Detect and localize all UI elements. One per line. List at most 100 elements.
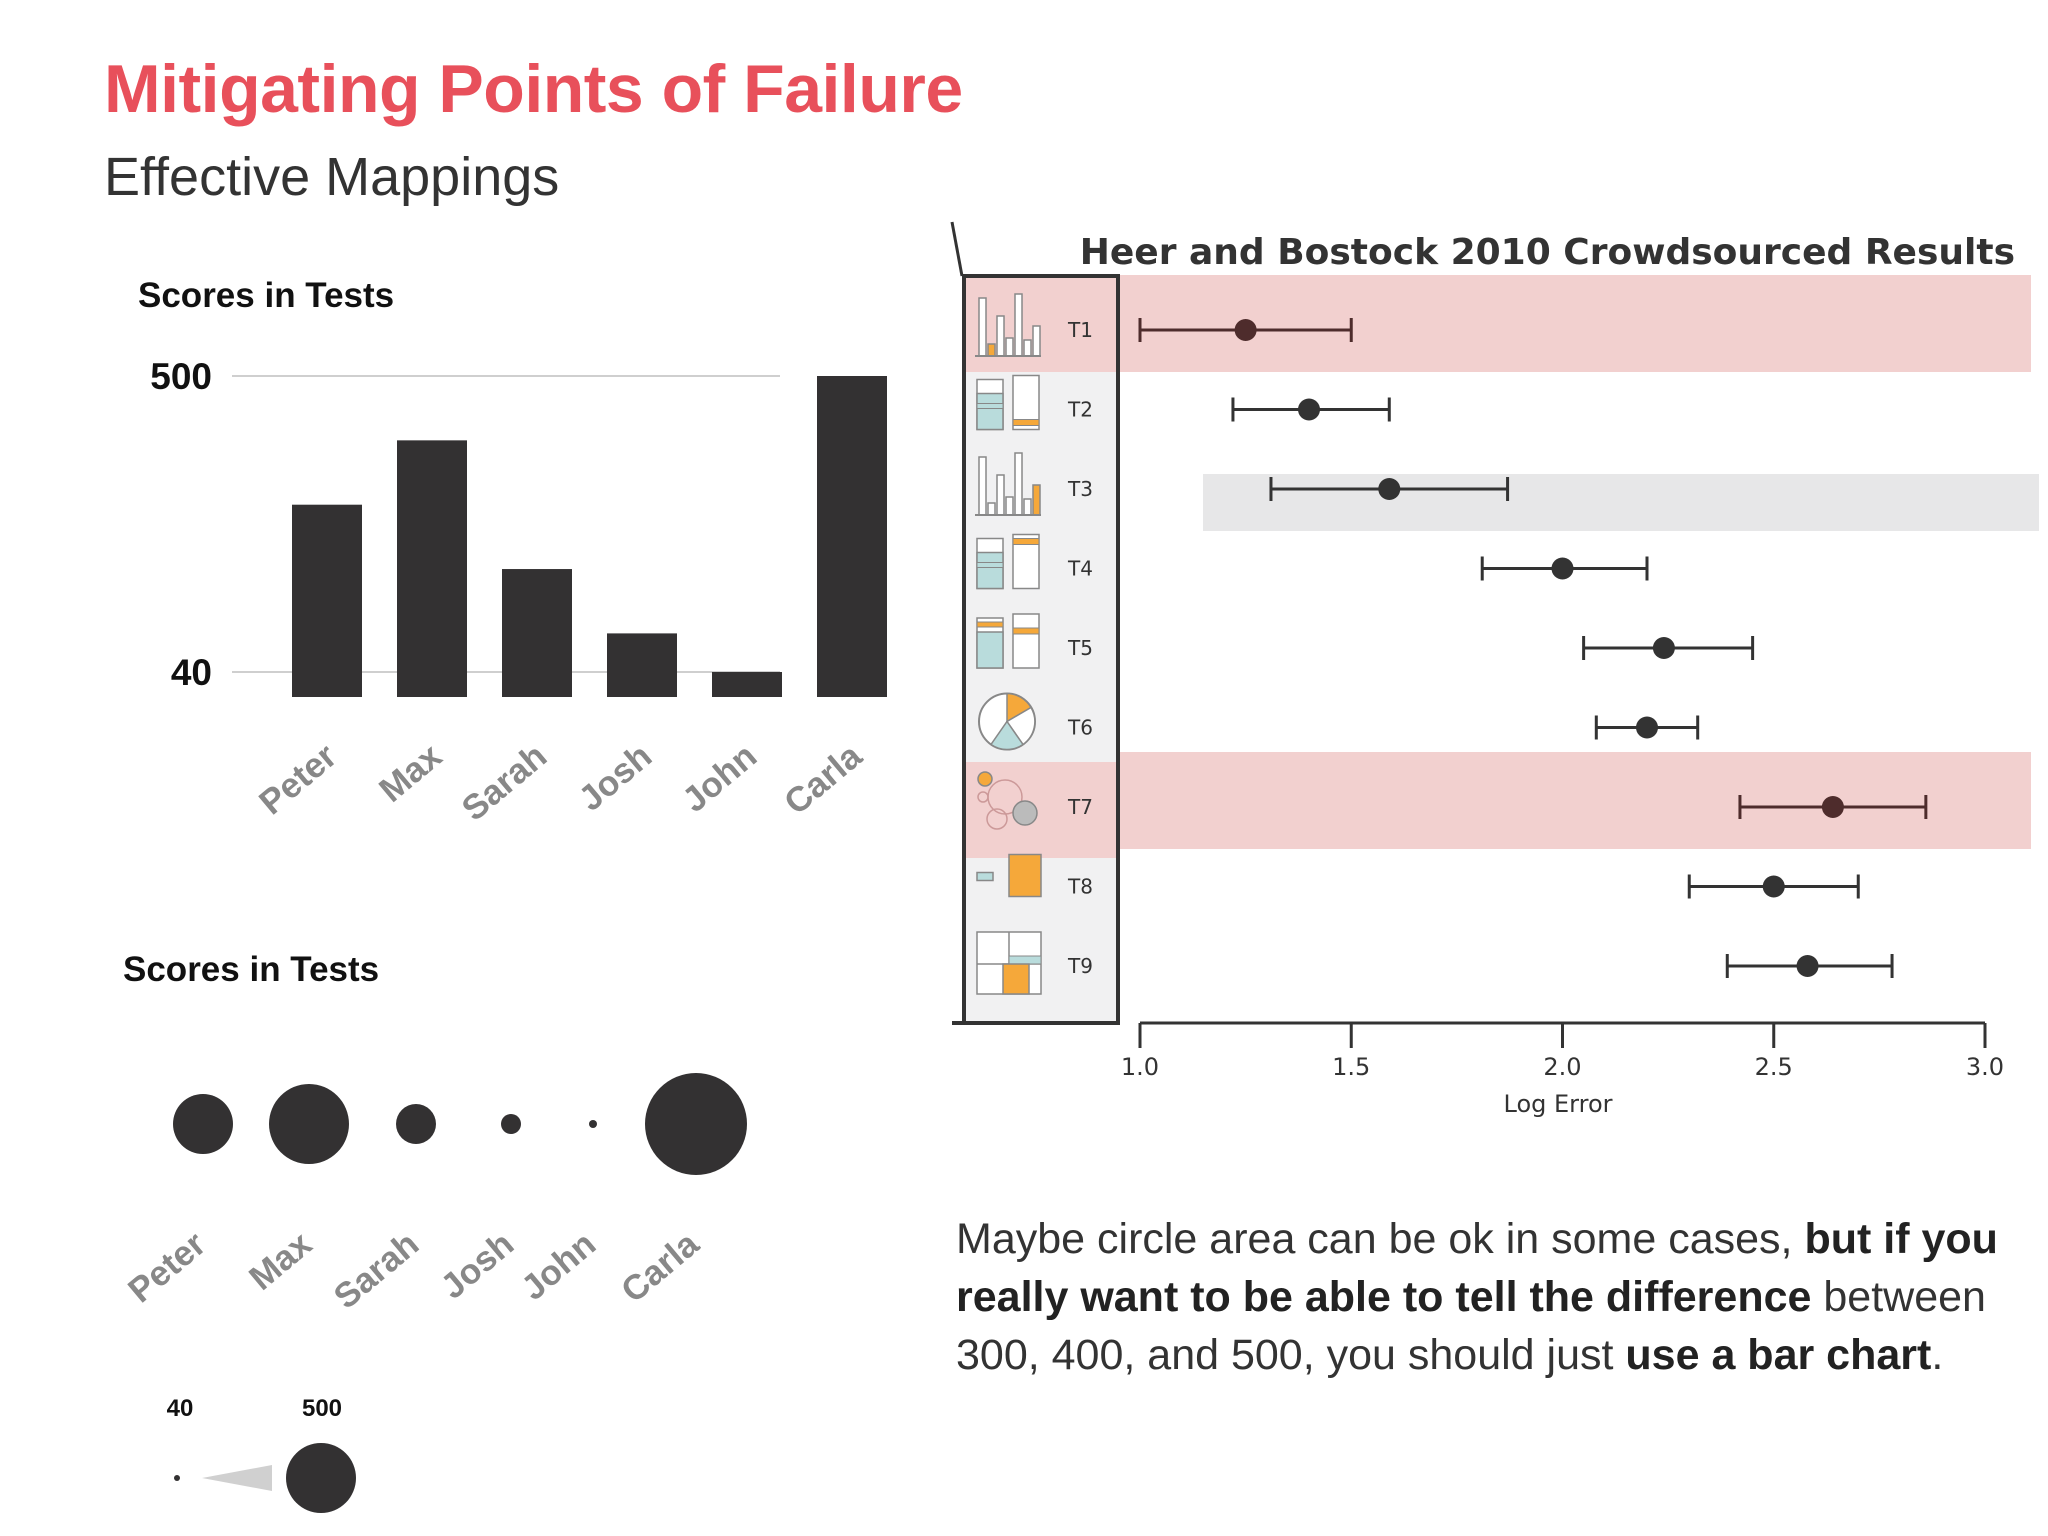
size-legend-min-label: 40 [167, 1395, 194, 1422]
bar [502, 569, 572, 697]
icon-small-rect [976, 871, 994, 882]
icon-bubble [977, 771, 993, 787]
rectangle-area-icon [976, 853, 1042, 898]
caption-bold-2: use a bar chart [1625, 1331, 1932, 1379]
row-label: T7 [1067, 795, 1093, 819]
icon-stack-fill [976, 392, 1004, 431]
icon-large-rect [1008, 853, 1042, 898]
icon-stack-highlight [976, 403, 1004, 409]
mean-point [1551, 557, 1574, 580]
icon-bar [978, 456, 987, 516]
icon-bar [996, 315, 1005, 357]
slide-subtitle: Effective Mappings [104, 147, 560, 207]
icon-stack-fill [976, 631, 1004, 669]
icon-bar [1023, 339, 1032, 357]
bar-chart-adjacent-icon [975, 293, 1041, 357]
icon-bar [1014, 293, 1023, 357]
mean-point [1762, 875, 1785, 898]
icon-bubble [986, 808, 1008, 830]
caption-part-3: . [1931, 1331, 1944, 1379]
icon-stack-fill [976, 551, 1004, 590]
icon-stack-right [1012, 613, 1040, 669]
bubble [589, 1120, 597, 1128]
icon-bar [1023, 498, 1032, 516]
icon-bar [987, 343, 996, 357]
mean-point [1796, 955, 1819, 977]
icon-bar [978, 297, 987, 357]
icon-treemap-cell [1008, 955, 1042, 965]
bar [817, 376, 887, 697]
icon-bar [1005, 496, 1014, 516]
row-label: T4 [1067, 557, 1093, 581]
bar-chart-title: Scores in Tests [138, 276, 395, 315]
icon-treemap-cell [1002, 963, 1030, 995]
row-label: T5 [1067, 636, 1093, 660]
bubble [501, 1114, 521, 1134]
bubble [645, 1073, 747, 1175]
icon-bubble [1012, 800, 1038, 826]
x-tick-label: 3.0 [1966, 1053, 2004, 1081]
icon-stack-highlight [976, 621, 1004, 628]
stacked-bar-icon [976, 613, 1040, 669]
bubble-chart-icon [977, 771, 1038, 830]
size-legend-max-label: 500 [302, 1395, 342, 1422]
y-tick-label: 500 [150, 356, 212, 397]
bar [607, 633, 677, 697]
icon-bubble [977, 791, 989, 803]
caption-part-2: between 300, 400, and 500, you should ju… [956, 1273, 1986, 1379]
treemap-icon [976, 931, 1042, 995]
icon-bar [1005, 337, 1014, 357]
caption: Maybe circle area can be ok in some case… [956, 1210, 2016, 1384]
caption-bold-1: but if you really want to be able to tel… [956, 1215, 1998, 1321]
icon-panel-leader [950, 221, 964, 277]
x-tick-label: 2.0 [1543, 1053, 1581, 1081]
size-legend-max-circle [286, 1443, 356, 1513]
mean-point [1298, 398, 1320, 421]
chart-title: Heer and Bostock 2010 Crowdsourced Resul… [1080, 232, 2015, 273]
highlight-band-red [962, 275, 2031, 372]
stacked-bar-icon [976, 374, 1040, 431]
icon-stack-highlight [1012, 419, 1040, 426]
highlight-band-gray [1203, 474, 2039, 531]
icon-stack-highlight [1012, 627, 1040, 635]
x-axis-label: Log Error [1504, 1090, 1613, 1118]
row-label: T6 [1067, 716, 1093, 740]
size-legend-min-circle [174, 1475, 180, 1481]
stacked-bar-icon [976, 533, 1040, 590]
icon-pie-slice [989, 720, 1025, 751]
row-label: T8 [1067, 875, 1093, 899]
mean-point [1652, 637, 1675, 659]
bubble [173, 1094, 233, 1154]
slide-title: Mitigating Points of Failure [104, 51, 963, 127]
icon-stack-highlight [976, 562, 1004, 568]
row-label: T1 [1067, 318, 1093, 342]
icon-panel-highlight [964, 276, 1118, 372]
mean-point [1821, 796, 1844, 818]
bar-chart-separated-icon [975, 452, 1041, 516]
caption-part-1: Maybe circle area can be ok in some case… [956, 1215, 1805, 1263]
mean-point [1378, 478, 1401, 500]
icon-bar [996, 474, 1005, 516]
bar [712, 672, 782, 697]
y-tick-label: 40 [171, 652, 212, 693]
bar [292, 504, 362, 697]
highlight-band-red [962, 752, 2031, 849]
x-tick-label: 1.0 [1121, 1053, 1159, 1081]
x-tick-label: 1.5 [1332, 1053, 1370, 1081]
row-label: T2 [1067, 398, 1093, 422]
bubble [396, 1104, 436, 1144]
pie-chart-icon [978, 692, 1036, 751]
x-tick-label: 2.5 [1755, 1053, 1793, 1081]
bar [397, 440, 467, 697]
bubble [269, 1084, 349, 1164]
mean-point [1636, 716, 1658, 739]
icon-pie-slice [1005, 706, 1036, 746]
mean-point [1234, 319, 1257, 341]
size-legend-wedge [202, 1465, 272, 1491]
icon-bar [1032, 484, 1041, 516]
icon-stack-highlight [1012, 538, 1040, 545]
icon-bar [1014, 452, 1023, 516]
